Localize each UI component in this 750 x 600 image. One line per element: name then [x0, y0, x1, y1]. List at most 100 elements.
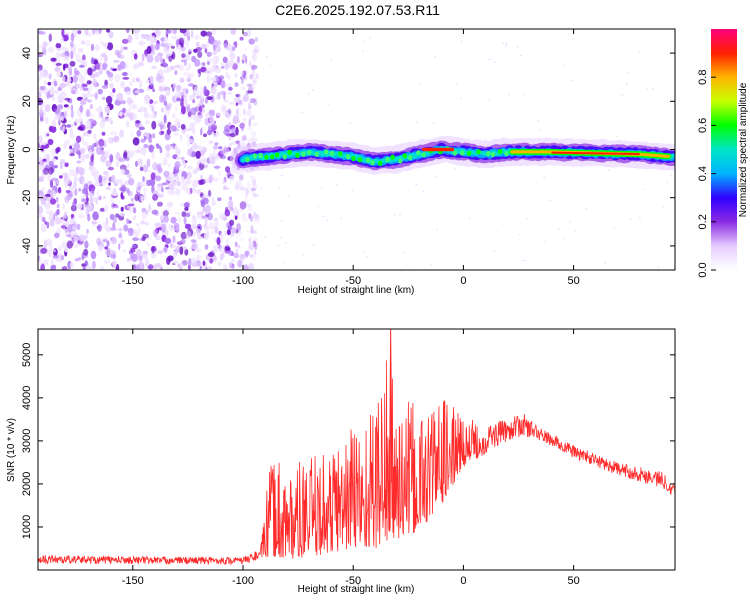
spectrogram-peak-cell [370, 160, 375, 166]
spectrogram-peak-cell [378, 160, 383, 166]
spectrogram-noise-cell [222, 56, 228, 63]
spectrogram-noise-cell [129, 205, 133, 215]
spectrogram-noise-cell [253, 250, 257, 255]
spectrogram-peak-cell [351, 156, 356, 162]
spectrogram-noise-cell [49, 179, 54, 188]
spectrogram-noise-cell [175, 38, 180, 48]
spectrogram-noise-cell [92, 143, 96, 148]
spectrogram-noise-cell [185, 212, 191, 218]
spectrogram-noise-cell [79, 154, 86, 160]
spectrogram-noise-cell [236, 56, 241, 64]
spectrogram-noise-cell [208, 140, 213, 144]
spectrogram-y-axis-label: Frequency (Hz) [6, 116, 17, 185]
spectrogram-noise-cell [73, 142, 81, 151]
spectrogram-faint-cell [572, 38, 575, 40]
spectrogram-noise-cell [191, 218, 197, 226]
spectrogram-noise-cell [62, 125, 66, 132]
spectrogram-noise-cell [101, 131, 106, 136]
spectrogram-noise-cell [223, 99, 229, 103]
spectrogram-noise-cell [168, 163, 171, 168]
spectrogram-noise-cell [146, 179, 152, 187]
spectrogram-noise-cell [167, 42, 173, 47]
spectrogram-noise-cell [104, 79, 108, 87]
spectrogram-noise-cell [98, 245, 104, 252]
spectrogram-faint-cell [363, 251, 365, 254]
spectrogram-noise-cell [41, 217, 45, 221]
spectrogram-noise-cell [227, 112, 231, 121]
spectrogram-noise-cell [173, 252, 176, 259]
spectrogram-noise-cell [174, 117, 181, 127]
spectrogram-faint-cell [505, 44, 508, 47]
spectrogram-noise-cell [107, 72, 114, 78]
spectrogram-noise-cell [98, 138, 105, 147]
spectrogram-faint-cell [261, 187, 263, 190]
spectrogram-noise-cell [212, 149, 216, 157]
spectrogram-noise-cell [192, 99, 195, 104]
spectrogram-peak-cell [490, 152, 496, 158]
spectrogram-x-axis-label: Height of straight line (km) [298, 285, 415, 296]
snr-x-tick-label: 50 [567, 575, 579, 587]
spectrogram-noise-cell [188, 149, 192, 157]
spectrogram-noise-cell [95, 140, 99, 148]
spectrogram-noise-cell [56, 208, 60, 216]
spectrogram-noise-cell [228, 199, 234, 209]
spectrogram-noise-cell [170, 65, 176, 71]
spectrogram-noise-cell [100, 111, 104, 119]
spectrogram-noise-cell [187, 138, 191, 147]
spectrogram-noise-cell [39, 85, 46, 91]
spectrogram-noise-cell [81, 198, 87, 203]
spectrogram-noise-cell [231, 127, 236, 135]
spectrogram-noise-cell [213, 165, 221, 169]
spectrogram-noise-cell [235, 232, 242, 238]
spectrogram-noise-cell [248, 105, 252, 109]
colorbar-tick-label: 0.2 [697, 214, 709, 229]
spectrogram-noise-cell [132, 215, 137, 221]
spectrogram-noise-cell [168, 186, 175, 191]
spectrogram-noise-cell [105, 160, 112, 168]
spectrogram-peak-cell [329, 150, 335, 156]
spectrogram-noise-cell [152, 133, 156, 139]
spectrogram-noise-cell [239, 201, 247, 210]
spectrogram-noise-cell [183, 216, 187, 225]
spectrogram-noise-cell [180, 231, 187, 240]
spectrogram-noise-cell [222, 180, 226, 185]
spectrogram-noise-cell [96, 146, 103, 156]
spectrogram-noise-cell [211, 29, 217, 35]
spectrogram-y-tick-label: -40 [21, 238, 33, 254]
spectrogram-faint-cell [352, 189, 355, 192]
spectrogram-noise-cell [230, 258, 235, 263]
spectrogram-noise-cell [88, 149, 93, 157]
spectrogram-noise-cell [174, 187, 181, 196]
spectrogram-noise-cell [105, 226, 112, 232]
spectrogram-noise-cell [69, 129, 74, 134]
spectrogram-noise-cell [67, 66, 73, 71]
spectrogram-faint-cell [335, 184, 338, 186]
spectrogram-faint-cell [662, 206, 665, 209]
spectrogram-noise-cell [181, 176, 185, 184]
spectrogram-noise-cell [82, 87, 89, 91]
spectrogram-noise-cell [156, 194, 163, 198]
spectrogram-noise-cell [118, 232, 123, 239]
snr-x-tick-label: -150 [122, 575, 144, 587]
spectrogram-noise-cell [204, 48, 208, 54]
spectrogram-noise-cell [107, 117, 112, 122]
spectrogram-y-tick-label: -20 [21, 190, 33, 206]
spectrogram-noise-cell [190, 107, 197, 116]
spectrogram-noise-cell [211, 201, 217, 206]
spectrogram-faint-cell [283, 261, 286, 264]
spectrogram-noise-cell [216, 222, 220, 226]
spectrogram-noise-cell [176, 97, 182, 102]
spectrogram-noise-cell [208, 174, 214, 183]
spectrogram-noise-cell [81, 141, 89, 146]
spectrogram-noise-cell [90, 250, 97, 260]
snr-frame [37, 328, 676, 571]
spectrogram-noise-cell [62, 63, 66, 71]
spectrogram-x-tick-label: -150 [122, 275, 144, 287]
spectrogram-noise-cell [85, 123, 91, 131]
spectrogram-noise-cell [47, 138, 54, 146]
spectrogram-noise-cell [159, 147, 163, 154]
spectrogram-noise-cell [45, 193, 52, 197]
spectrogram-peak-cell [282, 154, 287, 160]
spectrogram-faint-cell [557, 228, 560, 231]
spectrogram-noise-cell [215, 55, 218, 60]
